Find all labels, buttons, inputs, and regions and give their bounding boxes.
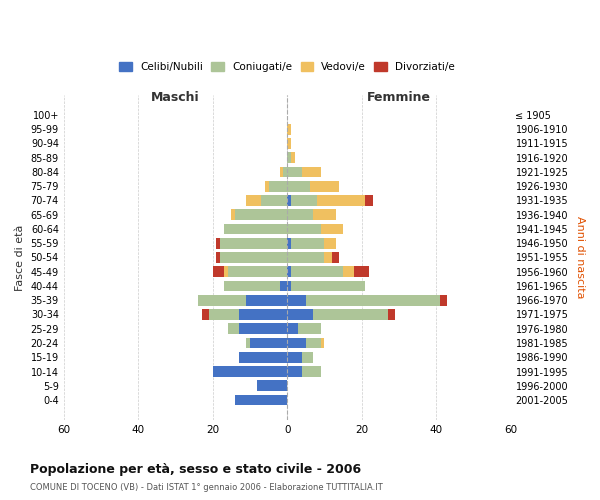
Bar [287, 352, 302, 362]
Bar [291, 195, 317, 206]
Legend: Celibi/Nubili, Coniugati/e, Vedovi/e, Divorziati/e: Celibi/Nubili, Coniugati/e, Vedovi/e, Di… [115, 58, 459, 76]
Bar [227, 266, 287, 277]
Bar [291, 238, 325, 248]
Text: Popolazione per età, sesso e stato civile - 2006: Popolazione per età, sesso e stato civil… [30, 462, 361, 475]
Bar [224, 280, 280, 291]
Bar [287, 166, 302, 177]
Bar [217, 238, 220, 248]
Bar [287, 210, 313, 220]
Bar [321, 224, 343, 234]
Bar [302, 352, 313, 362]
Y-axis label: Anni di nascita: Anni di nascita [575, 216, 585, 298]
Bar [298, 324, 321, 334]
Bar [283, 166, 287, 177]
Bar [287, 338, 306, 348]
Bar [213, 266, 224, 277]
Bar [332, 252, 340, 263]
Bar [313, 210, 335, 220]
Bar [280, 280, 287, 291]
Bar [287, 181, 310, 192]
Bar [287, 252, 325, 263]
Bar [257, 380, 287, 391]
Bar [287, 280, 291, 291]
Bar [217, 252, 220, 263]
Bar [287, 124, 291, 134]
Bar [291, 152, 295, 163]
Bar [269, 181, 287, 192]
Bar [354, 266, 369, 277]
Bar [365, 195, 373, 206]
Bar [287, 224, 321, 234]
Bar [250, 338, 287, 348]
Bar [246, 295, 287, 306]
Bar [232, 210, 235, 220]
Bar [224, 266, 227, 277]
Bar [287, 195, 291, 206]
Bar [239, 309, 287, 320]
Bar [220, 252, 287, 263]
Bar [317, 195, 365, 206]
Bar [246, 338, 250, 348]
Bar [302, 166, 321, 177]
Bar [287, 366, 302, 377]
Bar [198, 295, 246, 306]
Bar [280, 166, 283, 177]
Bar [343, 266, 354, 277]
Bar [310, 181, 340, 192]
Bar [287, 138, 291, 149]
Text: COMUNE DI TOCENO (VB) - Dati ISTAT 1° gennaio 2006 - Elaborazione TUTTITALIA.IT: COMUNE DI TOCENO (VB) - Dati ISTAT 1° ge… [30, 484, 383, 492]
Bar [287, 309, 313, 320]
Bar [227, 324, 239, 334]
Bar [239, 352, 287, 362]
Bar [321, 338, 325, 348]
Bar [209, 309, 239, 320]
Bar [235, 210, 287, 220]
Bar [291, 266, 343, 277]
Bar [213, 366, 287, 377]
Bar [325, 238, 335, 248]
Bar [313, 309, 388, 320]
Bar [291, 280, 365, 291]
Bar [440, 295, 447, 306]
Bar [246, 195, 261, 206]
Bar [287, 324, 298, 334]
Bar [220, 238, 287, 248]
Bar [202, 309, 209, 320]
Bar [325, 252, 332, 263]
Bar [261, 195, 287, 206]
Bar [306, 295, 440, 306]
Bar [239, 324, 287, 334]
Bar [287, 295, 306, 306]
Bar [287, 266, 291, 277]
Text: Maschi: Maschi [151, 90, 200, 104]
Bar [302, 366, 321, 377]
Bar [388, 309, 395, 320]
Y-axis label: Fasce di età: Fasce di età [15, 224, 25, 290]
Bar [224, 224, 287, 234]
Bar [235, 394, 287, 406]
Bar [287, 152, 291, 163]
Bar [265, 181, 269, 192]
Bar [306, 338, 321, 348]
Text: Femmine: Femmine [367, 90, 431, 104]
Bar [287, 238, 291, 248]
